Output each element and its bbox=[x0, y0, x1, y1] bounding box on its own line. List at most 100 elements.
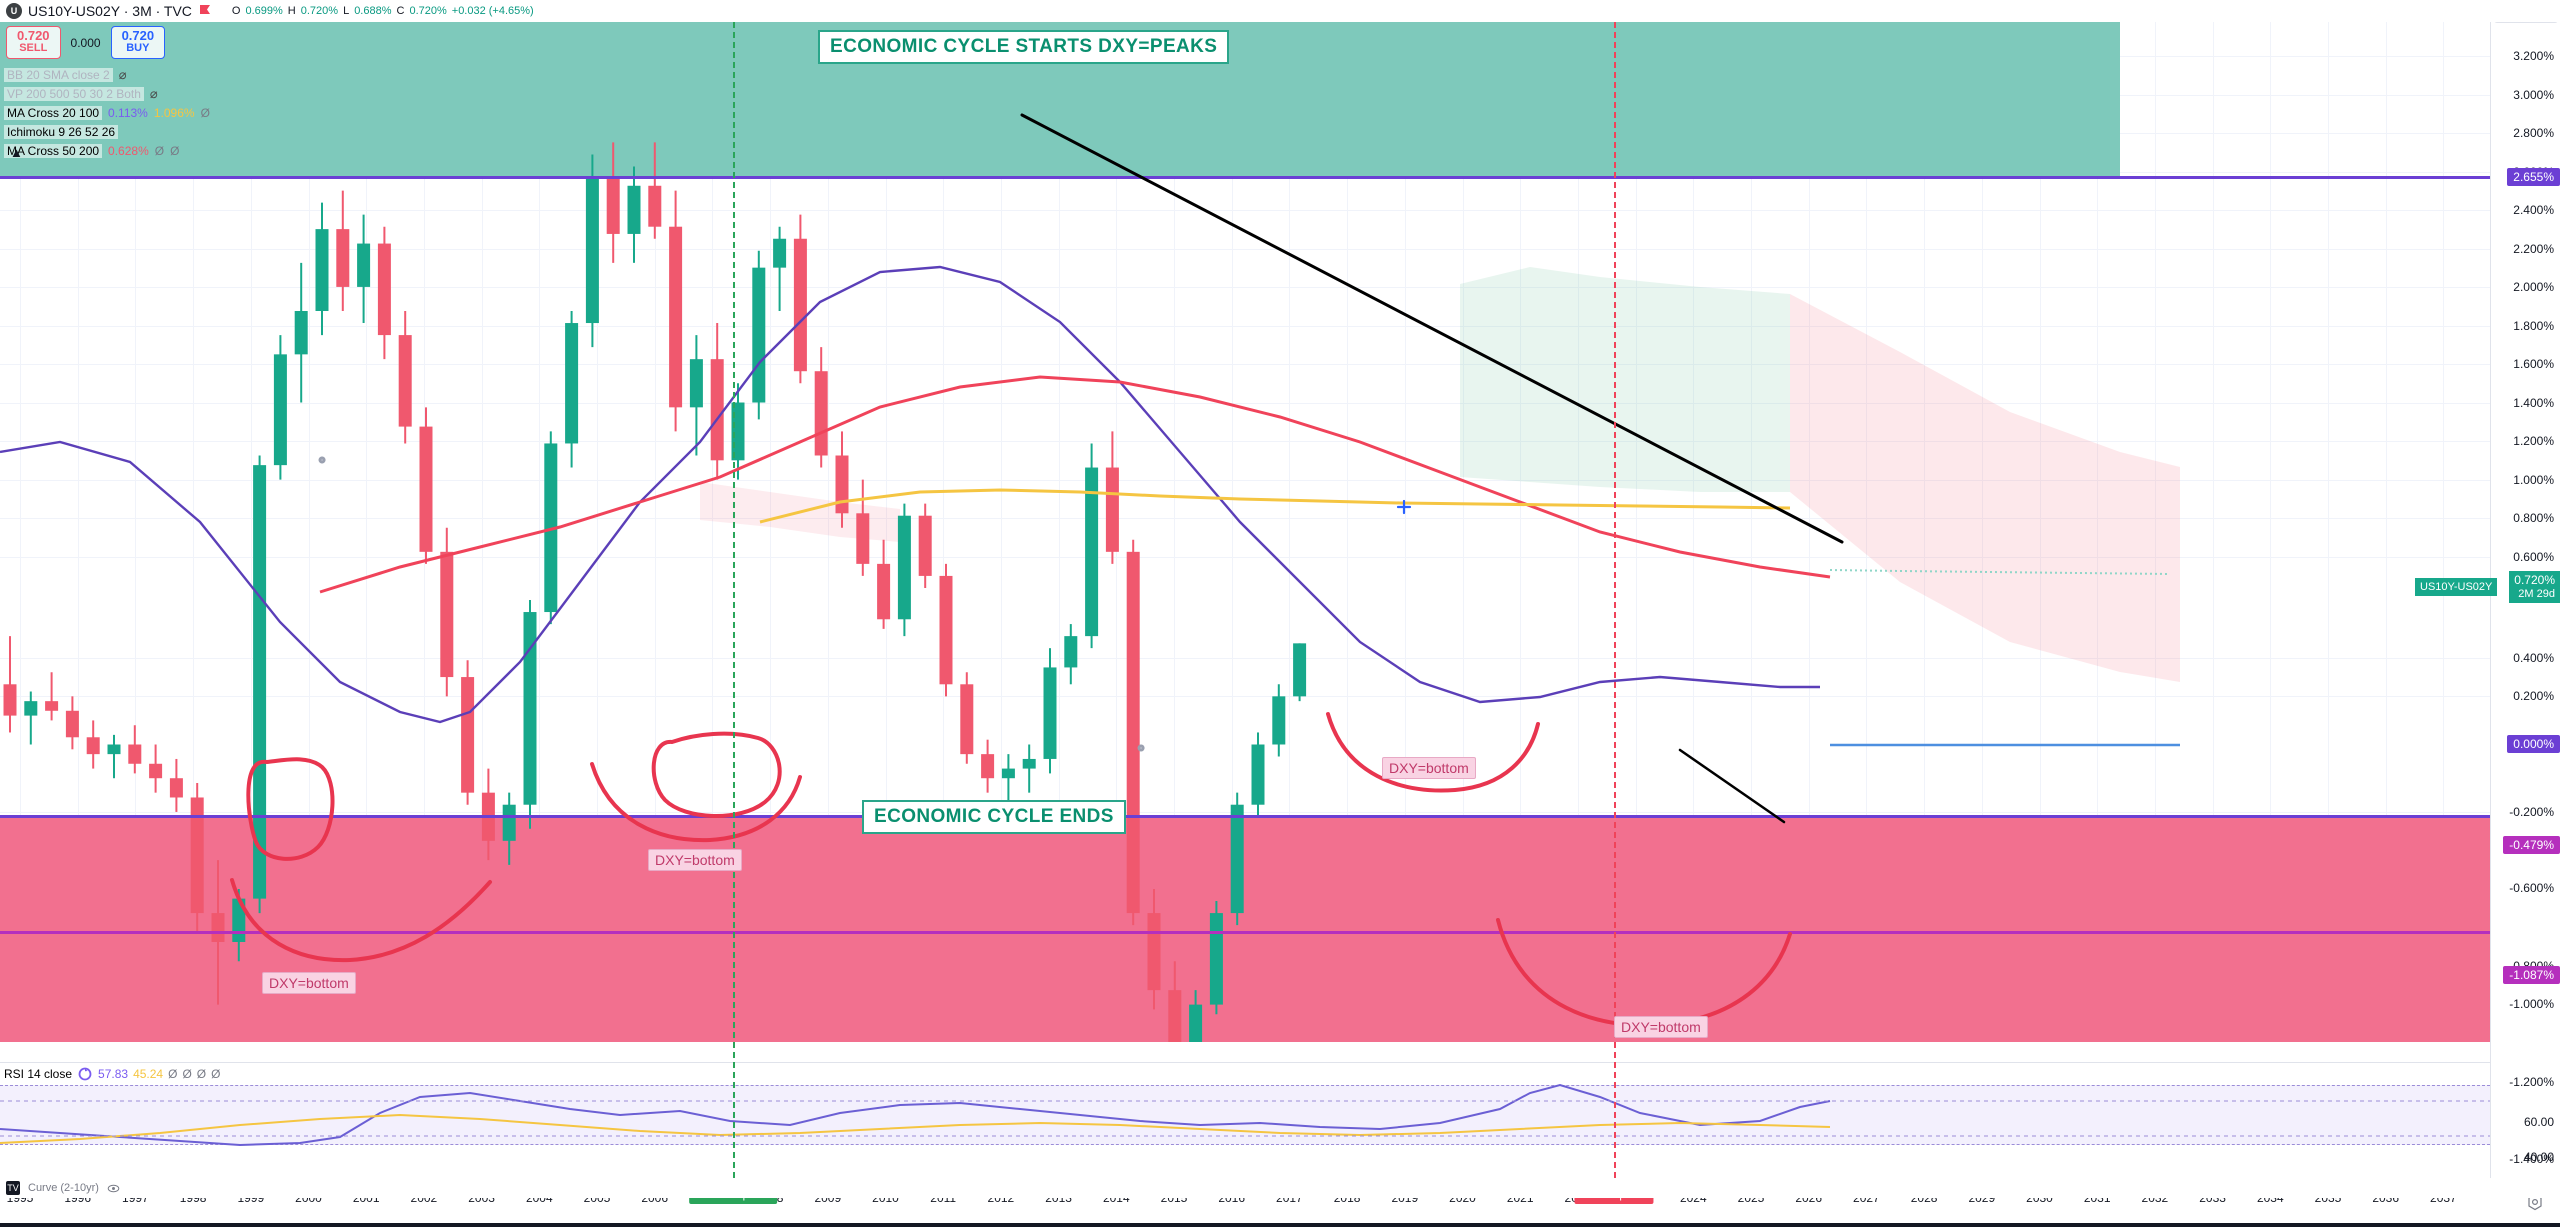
gridline bbox=[2270, 22, 2272, 1042]
price-tick: 3.000% bbox=[2513, 88, 2554, 102]
horizontal-price-line[interactable] bbox=[0, 930, 2490, 934]
hidden-eye-icon[interactable]: ⌀ bbox=[149, 85, 158, 101]
annotation-dxy-bottom-2[interactable]: DXY=bottom bbox=[648, 849, 742, 871]
buy-button[interactable]: 0.720 BUY bbox=[110, 26, 166, 59]
symbol-title[interactable]: US10Y-US02Y · 3M · TVC bbox=[28, 3, 192, 19]
chevron-up-icon[interactable]: ▲ bbox=[10, 145, 23, 160]
price-tick: 2.000% bbox=[2513, 280, 2554, 294]
rsi-value-4: Ø bbox=[196, 1067, 207, 1081]
annotation-cycle-ends[interactable]: ECONOMIC CYCLE ENDS bbox=[862, 800, 1126, 834]
legend-row-2[interactable]: MA Cross 20 100 0.113% 1.096% Ø bbox=[0, 103, 210, 122]
horizontal-price-line[interactable] bbox=[0, 175, 2490, 179]
open-value: 0.699% bbox=[245, 5, 283, 17]
close-value: 0.720% bbox=[409, 5, 447, 17]
open-label: O bbox=[231, 5, 241, 17]
legend-row-4[interactable]: MA Cross 50 200 0.628% Ø Ø bbox=[0, 141, 179, 160]
annotation-dxy-bottom-1[interactable]: DXY=bottom bbox=[262, 972, 356, 994]
legend-rows: BB 20 SMA close 2 ⌀ VP 200 500 50 30 2 Bot… bbox=[0, 65, 210, 160]
low-label: L bbox=[343, 5, 350, 17]
gridline bbox=[0, 518, 2490, 519]
rsi-title: RSI 14 close bbox=[4, 1067, 73, 1081]
refresh-icon[interactable] bbox=[78, 1067, 92, 1081]
ohlc-values: O 0.699% H 0.720% L 0.688% C 0.720% +0.032 (… bbox=[232, 5, 534, 17]
gridline bbox=[0, 480, 2490, 481]
rsi-value-5: Ø bbox=[211, 1067, 221, 1081]
price-badge-0[interactable]: 2.655% bbox=[2507, 168, 2560, 186]
low-value: 0.688% bbox=[354, 5, 392, 17]
spread-value: 0.000 bbox=[70, 35, 101, 50]
current-price-badge[interactable]: 0.720% 2M 29d bbox=[2509, 571, 2560, 603]
buy-sell-widget: 0.720 SELL 0.000 0.720 BUY bbox=[0, 22, 210, 65]
price-badge-1[interactable]: 0.000% bbox=[2507, 735, 2560, 753]
price-tick: 1.200% bbox=[2513, 434, 2554, 448]
rsi-pane[interactable]: RSI 14 close 57.83 45.24 Ø Ø Ø Ø bbox=[0, 1062, 2490, 1178]
rsi-legend: RSI 14 close 57.83 45.24 Ø Ø Ø Ø bbox=[4, 1067, 226, 1081]
legend-title: MA Cross 50 200 bbox=[4, 143, 103, 158]
price-tick: -1.000% bbox=[2509, 997, 2554, 1011]
current-price-sub: 2M 29d bbox=[2518, 588, 2555, 600]
annotation-dxy-bottom-3[interactable]: DXY=bottom bbox=[1382, 757, 1476, 779]
rsi-values: 57.83 45.24 Ø Ø Ø Ø bbox=[98, 1067, 225, 1081]
legend-row-3[interactable]: Ichimoku 9 26 52 26 bbox=[0, 122, 119, 141]
price-tick: 3.200% bbox=[2513, 49, 2554, 63]
hidden-eye-icon[interactable]: ⌀ bbox=[118, 66, 127, 82]
gridline bbox=[2443, 22, 2445, 1042]
legend-value-1: Ø bbox=[154, 143, 165, 158]
gridline bbox=[2039, 22, 2041, 1042]
annotation-cycle-start[interactable]: ECONOMIC CYCLE STARTS DXY=PEAKS bbox=[818, 30, 1230, 64]
price-tick: 2.400% bbox=[2513, 203, 2554, 217]
gridline bbox=[0, 696, 2490, 697]
bottom-status-bar: TV Curve (2-10yr) bbox=[0, 1178, 2560, 1198]
eye-settings-icon[interactable] bbox=[2526, 1193, 2544, 1216]
sell-button[interactable]: 0.720 SELL bbox=[6, 26, 61, 59]
symbol-avatar: U bbox=[6, 3, 22, 19]
price-chart-pane[interactable] bbox=[0, 22, 2490, 1042]
high-value: 0.720% bbox=[300, 5, 339, 17]
price-tick: -0.200% bbox=[2509, 805, 2554, 819]
gridline bbox=[0, 658, 2490, 659]
price-tick: 0.600% bbox=[2513, 550, 2554, 564]
rsi-value-0: 57.83 bbox=[98, 1067, 129, 1081]
vertical-line-2007[interactable] bbox=[733, 22, 735, 1178]
price-tick: 1.000% bbox=[2513, 473, 2554, 487]
annotation-dxy-bottom-4[interactable]: DXY=bottom bbox=[1614, 1016, 1708, 1038]
buy-label: BUY bbox=[126, 42, 150, 54]
indicator-legend: 0.720 SELL 0.000 0.720 BUY BB 20 SMA clo… bbox=[0, 22, 210, 160]
legend-title: Ichimoku 9 26 52 26 bbox=[4, 124, 119, 139]
chart-header: U US10Y-US02Y · 3M · TVC O 0.699% H 0.720%… bbox=[0, 0, 2560, 22]
gridline bbox=[0, 326, 2490, 327]
rsi-value-3: Ø bbox=[182, 1067, 192, 1081]
gridline bbox=[0, 287, 2490, 288]
eye-icon[interactable] bbox=[107, 1182, 120, 1195]
close-label: C bbox=[396, 5, 405, 17]
lower-pink-zone[interactable] bbox=[0, 816, 2490, 1042]
gridline bbox=[0, 403, 2490, 404]
price-badge-2[interactable]: -0.479% bbox=[2503, 836, 2560, 854]
red-flag-icon bbox=[199, 5, 210, 14]
rsi-band bbox=[0, 1085, 2490, 1145]
gridline bbox=[2385, 22, 2387, 1042]
gridline bbox=[0, 557, 2490, 558]
legend-row-1[interactable]: VP 200 500 50 30 2 Both ⌀ bbox=[0, 84, 158, 103]
legend-row-0[interactable]: BB 20 SMA close 2 ⌀ bbox=[0, 65, 127, 84]
gridline bbox=[2212, 22, 2214, 1042]
gridline bbox=[0, 812, 2490, 813]
price-axis[interactable]: % 3.200%3.000%2.800%2.600%2.400%2.200%2.… bbox=[2490, 0, 2560, 1201]
gridline bbox=[0, 364, 2490, 365]
series-label: Curve (2-10yr) bbox=[28, 1182, 99, 1194]
gridline bbox=[1866, 22, 1868, 1042]
price-tick: 1.400% bbox=[2513, 396, 2554, 410]
vertical-line-2022[interactable] bbox=[1614, 22, 1616, 1178]
gridline bbox=[0, 210, 2490, 211]
legend-value-2: Ø bbox=[170, 143, 180, 158]
price-tick: -1.200% bbox=[2509, 1075, 2554, 1089]
horizontal-price-line[interactable] bbox=[0, 815, 2490, 819]
gridline bbox=[0, 441, 2490, 442]
legend-value-0: 0.628% bbox=[108, 143, 149, 158]
legend-value-2: Ø bbox=[200, 105, 210, 120]
price-badge-3[interactable]: -1.087% bbox=[2503, 966, 2560, 984]
rsi-tick: 60.00 bbox=[2523, 1115, 2554, 1129]
gridline bbox=[2154, 22, 2156, 1042]
tradingview-logo[interactable]: TV bbox=[6, 1181, 20, 1195]
